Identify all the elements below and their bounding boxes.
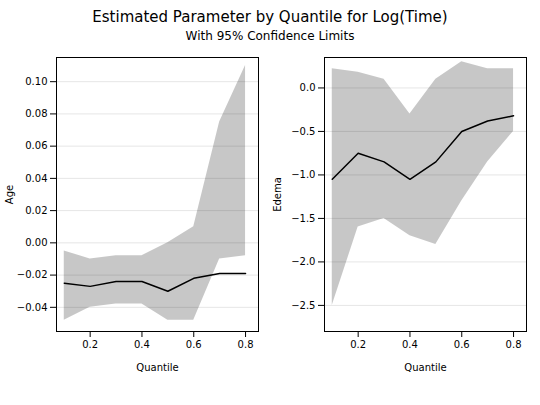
html-text:With 95% Confidence Limits: With 95% Confidence Limits — [185, 29, 355, 43]
svg-text:0.04: 0.04 — [25, 173, 47, 184]
html-text:Estimated Parameter by Quantil: Estimated Parameter by Quantile for Log(… — [92, 8, 448, 26]
svg-text:0.6: 0.6 — [454, 339, 470, 350]
svg-text:Edema: Edema — [272, 177, 283, 212]
svg-text:Quantile: Quantile — [136, 362, 178, 373]
svg-text:0.10: 0.10 — [25, 76, 47, 87]
svg-text:−0.02: −0.02 — [17, 269, 48, 280]
svg-text:−1.5: −1.5 — [291, 213, 315, 224]
svg-text:0.6: 0.6 — [186, 339, 202, 350]
svg-text:0.08: 0.08 — [25, 108, 47, 119]
svg-text:−0.5: −0.5 — [291, 126, 315, 137]
svg-text:0.00: 0.00 — [25, 237, 47, 248]
svg-text:Quantile: Quantile — [404, 362, 446, 373]
svg-text:−0.04: −0.04 — [17, 302, 48, 313]
svg-text:0.8: 0.8 — [238, 339, 254, 350]
svg-text:0.4: 0.4 — [402, 339, 418, 350]
svg-text:−2.5: −2.5 — [291, 300, 315, 311]
svg-text:Age: Age — [4, 185, 15, 204]
svg-text:−2.0: −2.0 — [291, 256, 315, 267]
svg-text:0.0: 0.0 — [300, 82, 316, 93]
svg-text:0.2: 0.2 — [350, 339, 366, 350]
svg-text:−1.0: −1.0 — [291, 169, 315, 180]
svg-text:0.06: 0.06 — [25, 140, 47, 151]
svg-text:0.8: 0.8 — [506, 339, 522, 350]
svg-text:0.2: 0.2 — [82, 339, 98, 350]
svg-text:0.02: 0.02 — [25, 205, 47, 216]
svg-text:0.4: 0.4 — [134, 339, 150, 350]
